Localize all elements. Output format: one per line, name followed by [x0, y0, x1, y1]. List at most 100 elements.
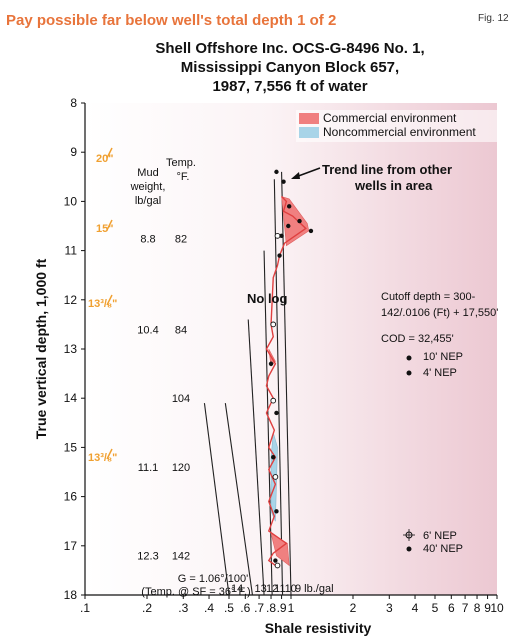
x-tick-label: 8: [474, 601, 481, 615]
mud-weight-line: [281, 171, 292, 596]
y-tick-label: 10: [64, 194, 78, 208]
nep-10-marker: [406, 355, 412, 361]
mud-weight-lines: [203, 171, 292, 596]
mud-weight-line: [247, 319, 265, 596]
trend-annotation-1: Trend line from other: [322, 162, 452, 177]
cutoff-line-1: Cutoff depth = 300-: [381, 291, 476, 303]
temp-header-2: °F.: [177, 171, 190, 183]
open-point: [270, 397, 277, 404]
y-tick-label: 14: [64, 391, 78, 405]
x-tick-label: 2: [350, 601, 357, 615]
y-tick-label: 17: [64, 539, 78, 553]
mud-line-label: 12: [266, 583, 278, 595]
mud-weight-line: [273, 179, 284, 596]
temp-value: 142: [172, 551, 190, 563]
open-point: [274, 232, 281, 239]
trend-point: [297, 218, 302, 224]
temp-header-1: Temp.: [166, 157, 196, 169]
casing-marker-line: [106, 219, 113, 231]
x-tick-label: .5: [224, 601, 234, 615]
mud-weight-header-1: Mud: [137, 167, 158, 179]
mud-line-label: 10: [285, 583, 297, 595]
mud-weight-header-2: weight,: [130, 181, 166, 193]
nep-6-marker: [403, 529, 415, 541]
casing-label: 20": [96, 153, 113, 165]
y-axis-label: True vertical depth, 1,000 ft: [33, 258, 49, 439]
casing-label: 15": [96, 223, 113, 235]
trend-point: [308, 228, 314, 234]
legend-label-noncommercial: Noncommercial environment: [323, 125, 476, 139]
casing-markers: 20" 15" 13³/₈" 13³/₈": [88, 147, 117, 464]
temp-value: 82: [175, 233, 187, 245]
x-tick-label: 10: [490, 601, 504, 615]
trend-point: [286, 223, 291, 229]
temp-value: 84: [175, 324, 187, 336]
y-tick-label: 16: [64, 490, 78, 504]
trend-arrowhead: [291, 172, 300, 179]
figure-number: Fig. 12: [478, 13, 509, 24]
legend-label-commercial: Commercial environment: [323, 111, 457, 125]
open-point: [270, 321, 277, 328]
mud-temp-table: 8.8 82 10.4 84 104 11.1 120 12.3 142: [137, 233, 190, 562]
x-tick-label: .2: [142, 601, 152, 615]
trend-point: [279, 233, 284, 239]
title-line-2: Mississippi Canyon Block 657,: [181, 59, 399, 76]
trend-point: [277, 253, 282, 258]
x-tick-label: 1: [288, 601, 295, 615]
trend-point: [274, 410, 279, 416]
y-ticks: 8 9 10 11 12 13 14 15 16 17 18: [64, 96, 85, 602]
trend-point: [271, 455, 276, 460]
mud-line-label: 13: [254, 583, 266, 595]
nep-10-label: 10' NEP: [423, 351, 463, 363]
x-tick-label: 7: [462, 601, 469, 615]
y-tick-label: 11: [65, 244, 78, 258]
x-tick-label: .7: [254, 601, 264, 615]
mud-weight-line: [224, 403, 254, 596]
nep-4-marker: [406, 370, 412, 376]
legend-box: [296, 110, 514, 142]
trend-point: [268, 361, 274, 366]
mud-line-label: 11: [274, 583, 285, 595]
figure-header: Pay possible far below well's total dept…: [6, 12, 336, 29]
no-log-annotation: No log: [247, 291, 287, 306]
trend-point: [281, 179, 286, 184]
temp-value: 104: [172, 393, 190, 405]
x-tick-label: .4: [204, 601, 214, 615]
temp-note: (Temp. @ SF = 36° F.): [141, 586, 250, 598]
trend-annotation-2: wells in area: [354, 178, 433, 193]
casing-marker-line: [106, 294, 113, 306]
nep-40-marker: [406, 546, 412, 552]
plot-area: [85, 103, 497, 595]
x-tick-label: .9: [277, 601, 287, 615]
y-tick-label: 8: [70, 96, 77, 110]
legend: Commercial environment Noncommercial env…: [296, 110, 514, 142]
legend-swatch-commercial: [299, 113, 319, 124]
open-point: [274, 562, 281, 569]
trend-point: [274, 509, 279, 514]
x-tick-label: 9: [484, 601, 491, 615]
nep-40-label: 40' NEP: [423, 543, 463, 555]
mud-weight-line: [203, 403, 230, 596]
cutoff-line-2: 142/.0106 (Ft) + 17,550': [381, 307, 498, 319]
y-tick-label: 9: [70, 145, 77, 159]
trend-point: [273, 558, 278, 563]
y-tick-label: 13: [64, 342, 78, 356]
x-tick-label: .8: [266, 601, 276, 615]
x-ticks: .1 .2 .3 .4 .5 .6 .7.8.9 1 2 3 4 5 6 7 8 9 10: [80, 595, 504, 615]
gradient-note: G = 1.06°/100': [178, 573, 248, 585]
mud-weight-value: 8.8: [140, 233, 155, 245]
mud-line-label: 9 lb./gal: [295, 583, 334, 595]
temp-value: 120: [172, 462, 190, 474]
casing-label: 13³/₈": [88, 298, 117, 310]
cod-annotation: COD = 32,455': [381, 333, 454, 345]
resistivity-log-line: [265, 195, 307, 567]
title-line-3: 1987, 7,556 ft of water: [212, 78, 367, 95]
mud-line-label: 14: [231, 583, 243, 595]
casing-marker-line: [106, 147, 113, 159]
mud-weight-header-3: lb/gal: [135, 195, 161, 207]
x-tick-label: .6: [240, 601, 250, 615]
y-tick-label: 18: [64, 588, 78, 602]
x-axis-label: Shale resistivity: [265, 620, 372, 636]
